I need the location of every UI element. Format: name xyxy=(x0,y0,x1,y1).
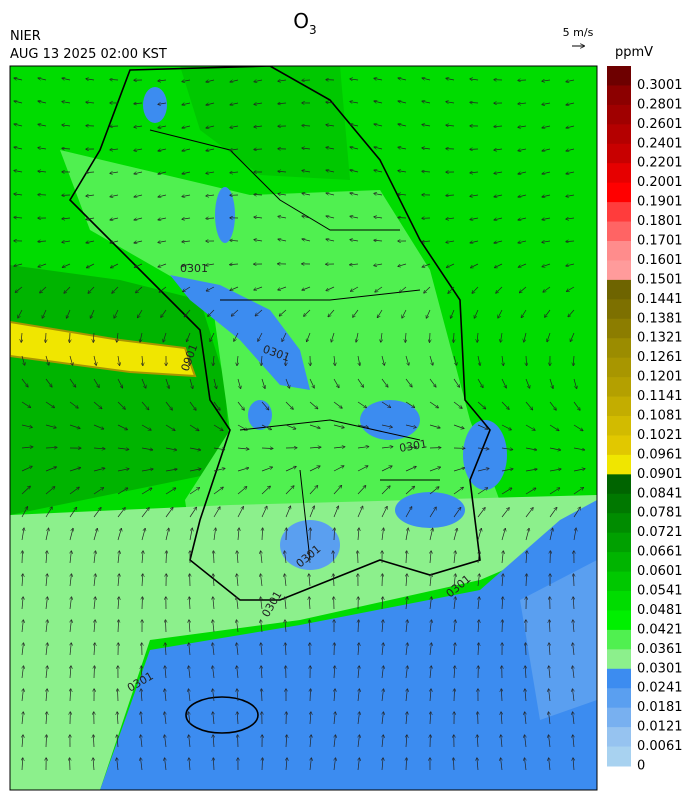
colorbar-swatch xyxy=(607,649,631,669)
colorbar-swatch xyxy=(607,66,631,86)
colorbar-label: 0.0121 xyxy=(637,720,683,735)
colorbar-label: 0.1081 xyxy=(637,409,683,424)
colorbar-swatch xyxy=(607,163,631,183)
colorbar-label: 0.0301 xyxy=(637,661,683,676)
colorbar-swatch xyxy=(607,747,631,767)
source: NIER xyxy=(10,29,41,44)
colorbar-swatch xyxy=(607,572,631,592)
colorbar-swatch xyxy=(607,183,631,203)
colorbar-label: 0.0841 xyxy=(637,486,683,501)
colorbar-swatch xyxy=(607,144,631,164)
colorbar-label: 0.0961 xyxy=(637,447,683,462)
colorbar-swatch xyxy=(607,377,631,397)
patch xyxy=(395,492,465,528)
colorbar-label: 0.0481 xyxy=(637,603,683,618)
colorbar-label: 0.1601 xyxy=(637,253,683,268)
patch xyxy=(248,400,272,430)
colorbar-label: 0.0061 xyxy=(637,739,683,754)
colorbar-label: 0.0241 xyxy=(637,681,683,696)
colorbar-swatch xyxy=(607,591,631,611)
colorbar-label: 0.0541 xyxy=(637,584,683,599)
colorbar-label: 0.0361 xyxy=(637,642,683,657)
colorbar-swatch xyxy=(607,299,631,319)
colorbar-label: 0.1381 xyxy=(637,311,683,326)
colorbar-swatch xyxy=(607,338,631,358)
colorbar-swatch xyxy=(607,358,631,378)
contour-label: 0301 xyxy=(180,262,208,275)
colorbar-swatch xyxy=(607,455,631,475)
colorbar-label: 0.0421 xyxy=(637,622,683,637)
colorbar-swatch xyxy=(607,85,631,105)
colorbar-label: 0.1201 xyxy=(637,370,683,385)
colorbar-swatch xyxy=(607,610,631,630)
colorbar-label: 0.2601 xyxy=(637,117,683,132)
datetime: AUG 13 2025 02:00 KST xyxy=(10,47,167,62)
colorbar-unit: ppmV xyxy=(615,45,653,60)
colorbar-label: 0.1501 xyxy=(637,272,683,287)
title-base: O xyxy=(293,9,309,33)
colorbar-swatch xyxy=(607,260,631,280)
colorbar-label: 0.2201 xyxy=(637,156,683,171)
colorbar-swatch xyxy=(607,202,631,222)
colorbar-label: 0.1901 xyxy=(637,195,683,210)
colorbar-label: 0.2401 xyxy=(637,136,683,151)
colorbar-swatch xyxy=(607,124,631,144)
vector-scale: 5 m/s xyxy=(563,26,594,39)
colorbar: 0.3001 0.2801 0.2601 0.2401 0.2201 0.2001 0.19… xyxy=(607,66,683,774)
colorbar-label: 0.1701 xyxy=(637,234,683,249)
title-sub: 3 xyxy=(309,23,317,37)
colorbar-swatch xyxy=(607,688,631,708)
colorbar-label: 0.0901 xyxy=(637,467,683,482)
title: O3 xyxy=(293,9,316,37)
colorbar-label: 0.1141 xyxy=(637,389,683,404)
colorbar-label: 0.1261 xyxy=(637,350,683,365)
colorbar-label: 0 xyxy=(637,759,645,774)
colorbar-label: 0.2001 xyxy=(637,175,683,190)
colorbar-swatch xyxy=(607,241,631,261)
colorbar-swatch xyxy=(607,494,631,514)
colorbar-swatch xyxy=(607,708,631,728)
colorbar-swatch xyxy=(607,319,631,339)
colorbar-label: 0.0721 xyxy=(637,525,683,540)
colorbar-label: 0.0181 xyxy=(637,700,683,715)
colorbar-swatch xyxy=(607,435,631,455)
colorbar-label: 0.0781 xyxy=(637,506,683,521)
colorbar-swatch xyxy=(607,533,631,553)
patch xyxy=(360,400,420,440)
colorbar-label: 0.0661 xyxy=(637,545,683,560)
colorbar-swatch xyxy=(607,416,631,436)
colorbar-label: 0.0601 xyxy=(637,564,683,579)
colorbar-swatch xyxy=(607,552,631,572)
colorbar-swatch xyxy=(607,513,631,533)
colorbar-label: 0.2801 xyxy=(637,97,683,112)
colorbar-swatch xyxy=(607,280,631,300)
colorbar-swatch xyxy=(607,397,631,417)
colorbar-label: 0.1441 xyxy=(637,292,683,307)
colorbar-label: 0.3001 xyxy=(637,78,683,93)
colorbar-swatch xyxy=(607,222,631,242)
colorbar-swatch xyxy=(607,474,631,494)
colorbar-swatch xyxy=(607,630,631,650)
colorbar-label: 0.1021 xyxy=(637,428,683,443)
colorbar-label: 0.1321 xyxy=(637,331,683,346)
patch xyxy=(143,87,167,123)
colorbar-swatch xyxy=(607,669,631,689)
colorbar-swatch xyxy=(607,105,631,125)
colorbar-label: 0.1801 xyxy=(637,214,683,229)
colorbar-swatch xyxy=(607,727,631,747)
